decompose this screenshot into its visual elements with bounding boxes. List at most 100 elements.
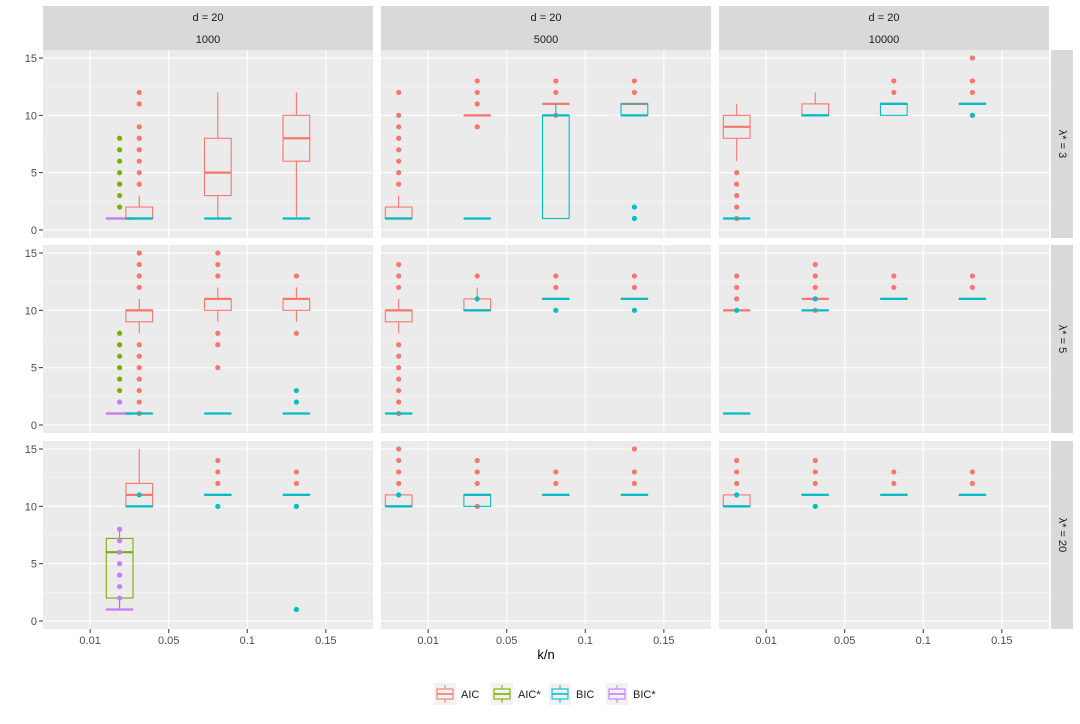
outlier-point	[215, 273, 220, 278]
outlier-point	[117, 561, 122, 566]
row-strip-2: λ* = 20	[1051, 441, 1073, 629]
x-tick-label: 0.1	[916, 635, 931, 647]
outlier-point	[396, 342, 401, 347]
outlier-point	[396, 182, 401, 187]
x-tick-label: 0.01	[79, 635, 100, 647]
outlier-point	[294, 481, 299, 486]
outlier-point	[396, 136, 401, 141]
outlier-point	[117, 193, 122, 198]
outlier-point	[137, 342, 142, 347]
outlier-point	[553, 78, 558, 83]
outlier-point	[117, 584, 122, 589]
panel-0-1	[381, 50, 711, 238]
outlier-point	[117, 170, 122, 175]
y-tick-label: 10	[25, 305, 37, 317]
outlier-point	[117, 573, 122, 578]
outlier-point	[137, 262, 142, 267]
outlier-point	[813, 262, 818, 267]
panel-1-2	[719, 245, 1049, 433]
outlier-point	[137, 377, 142, 382]
legend-item-AIC*: AIC*	[491, 683, 541, 705]
outlier-point	[734, 458, 739, 463]
y-tick-label: 0	[31, 225, 37, 237]
outlier-point	[396, 354, 401, 359]
outlier-point	[970, 469, 975, 474]
outlier-point	[813, 481, 818, 486]
outlier-point	[734, 273, 739, 278]
outlier-point	[813, 296, 818, 301]
outlier-point	[475, 296, 480, 301]
legend-label: BIC*	[633, 689, 656, 701]
outlier-point	[734, 469, 739, 474]
outlier-point	[970, 113, 975, 118]
outlier-point	[734, 182, 739, 187]
outlier-point	[137, 147, 142, 152]
panel-2-1	[381, 441, 711, 629]
outlier-point	[294, 469, 299, 474]
outlier-point	[215, 458, 220, 463]
outlier-point	[117, 399, 122, 404]
x-tick-label: 0.05	[496, 635, 517, 647]
row-strip-0: λ* = 3	[1051, 50, 1073, 238]
legend-item-AIC: AIC	[434, 683, 479, 705]
outlier-point	[734, 481, 739, 486]
outlier-point	[294, 388, 299, 393]
outlier-point	[632, 469, 637, 474]
x-tick-label: 0.01	[755, 635, 776, 647]
outlier-point	[396, 481, 401, 486]
outlier-point	[215, 250, 220, 255]
outlier-point	[891, 90, 896, 95]
outlier-point	[632, 285, 637, 290]
y-tick-label: 10	[25, 501, 37, 513]
outlier-point	[396, 159, 401, 164]
legend-label: AIC	[461, 689, 479, 701]
outlier-point	[396, 147, 401, 152]
y-tick-label: 15	[25, 248, 37, 260]
outlier-point	[475, 458, 480, 463]
outlier-point	[137, 250, 142, 255]
strip-label-line1: d = 20	[193, 12, 224, 24]
outlier-point	[117, 342, 122, 347]
outlier-point	[215, 331, 220, 336]
outlier-point	[970, 55, 975, 60]
strip-label-line2: 5000	[534, 34, 558, 46]
x-tick-label: 0.01	[417, 635, 438, 647]
x-tick-label: 0.05	[834, 635, 855, 647]
y-tick-label: 0	[31, 616, 37, 628]
outlier-point	[734, 204, 739, 209]
outlier-point	[553, 469, 558, 474]
outlier-point	[396, 124, 401, 129]
outlier-point	[137, 124, 142, 129]
column-strip-1: d = 20 5000	[381, 6, 711, 50]
outlier-point	[137, 354, 142, 359]
outlier-point	[215, 481, 220, 486]
outlier-point	[117, 204, 122, 209]
outlier-point	[117, 354, 122, 359]
outlier-point	[117, 331, 122, 336]
outlier-point	[553, 90, 558, 95]
outlier-point	[117, 550, 122, 555]
outlier-point	[553, 481, 558, 486]
outlier-point	[970, 285, 975, 290]
y-tick-label: 10	[25, 110, 37, 122]
outlier-point	[137, 388, 142, 393]
outlier-point	[396, 113, 401, 118]
x-axis-title: k/n	[537, 647, 554, 662]
outlier-point	[137, 90, 142, 95]
outlier-point	[117, 538, 122, 543]
outlier-point	[137, 492, 142, 497]
outlier-point	[117, 527, 122, 532]
outlier-point	[891, 469, 896, 474]
panels-layer	[43, 50, 1049, 629]
outlier-point	[117, 159, 122, 164]
outlier-point	[294, 273, 299, 278]
outlier-point	[632, 216, 637, 221]
outlier-point	[396, 446, 401, 451]
strip-label-line1: d = 20	[531, 12, 562, 24]
outlier-point	[553, 285, 558, 290]
row-strip-label: λ* = 3	[1056, 130, 1068, 158]
legend-label: BIC	[576, 689, 594, 701]
outlier-point	[891, 273, 896, 278]
outlier-point	[396, 492, 401, 497]
outlier-point	[734, 193, 739, 198]
